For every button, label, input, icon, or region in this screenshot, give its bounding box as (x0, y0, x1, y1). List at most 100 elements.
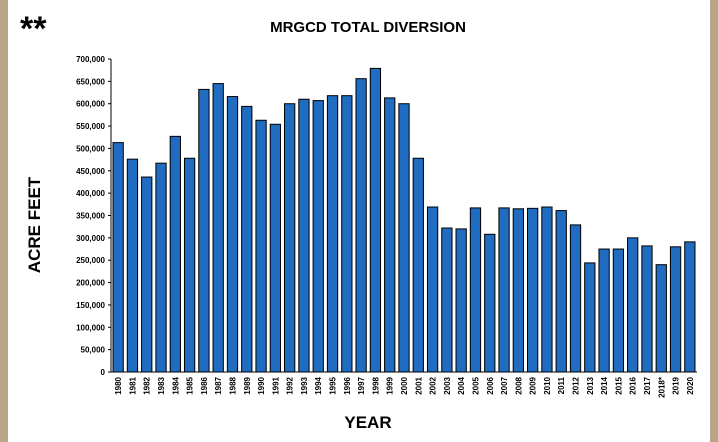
bar (184, 158, 194, 372)
bar (356, 79, 366, 372)
x-tick-label: 1992 (286, 376, 295, 394)
x-tick-label: 2011 (557, 376, 566, 394)
y-tick-label: 0 (101, 368, 106, 377)
bar (670, 247, 680, 372)
bar (556, 211, 566, 372)
bar (442, 228, 452, 372)
x-tick-label: 1980 (114, 376, 123, 394)
x-tick-label: 1996 (343, 376, 352, 394)
bar (513, 209, 523, 372)
x-tick-label: 1987 (214, 376, 223, 394)
x-tick-label: 2008 (514, 376, 523, 394)
bar (527, 208, 537, 372)
y-tick-label: 400,000 (76, 189, 105, 198)
x-tick-label: 2000 (400, 376, 409, 394)
bar (313, 101, 323, 372)
x-tick-label: 2010 (543, 376, 552, 394)
x-tick-label: 1989 (243, 376, 252, 394)
x-tick-label: 1984 (171, 376, 180, 394)
x-tick-label: 2017 (643, 376, 652, 394)
bar (170, 136, 180, 372)
x-tick-label: 2002 (429, 376, 438, 394)
y-tick-label: 200,000 (76, 279, 105, 288)
bar (470, 208, 480, 372)
annotation: ** (20, 10, 47, 48)
x-tick-label: 1991 (271, 376, 280, 394)
x-tick-label: 1990 (257, 376, 266, 394)
x-tick-label: 1999 (386, 376, 395, 394)
x-tick-label: 1993 (300, 376, 309, 394)
bar (299, 99, 309, 372)
bar (270, 124, 280, 372)
x-tick-label: 1988 (228, 376, 237, 394)
bar (499, 208, 509, 372)
x-tick-label: 1994 (314, 376, 323, 394)
bar (199, 89, 209, 372)
bar (127, 159, 137, 372)
y-tick-label: 300,000 (76, 234, 105, 243)
bar (399, 104, 409, 372)
y-axis-label: ACRE FEET (25, 176, 44, 273)
bar (570, 225, 580, 372)
bar (628, 238, 638, 372)
x-tick-label: 1983 (157, 376, 166, 394)
bar (613, 249, 623, 372)
x-tick-label: 1981 (128, 376, 137, 394)
bar (656, 265, 666, 372)
y-tick-label: 150,000 (76, 301, 105, 310)
bar (342, 96, 352, 372)
y-tick-label: 550,000 (76, 122, 105, 131)
x-tick-label: 1985 (186, 376, 195, 394)
x-tick-label: 2007 (500, 376, 509, 394)
bar (285, 104, 295, 372)
x-tick-label: 2004 (457, 376, 466, 394)
bar (485, 234, 495, 372)
bar (599, 249, 609, 372)
x-axis-label: YEAR (344, 413, 391, 432)
y-tick-label: 100,000 (76, 323, 105, 332)
x-tick-label: 2013 (586, 376, 595, 394)
x-tick-label: 2003 (443, 376, 452, 394)
x-tick-label: 1986 (200, 376, 209, 394)
x-tick-label: 2018* (657, 376, 666, 398)
bar (327, 96, 337, 372)
bar (542, 207, 552, 372)
x-tick-label: 1997 (357, 376, 366, 394)
x-tick-label: 2006 (486, 376, 495, 394)
bar (142, 177, 152, 372)
x-tick-label: 2014 (600, 376, 609, 394)
page: ** MRGCD TOTAL DIVERSION YEAR ACRE FEET … (0, 0, 718, 442)
bar (370, 68, 380, 372)
y-tick-label: 700,000 (76, 55, 105, 64)
x-tick-label: 2020 (686, 376, 695, 394)
y-tick-label: 350,000 (76, 212, 105, 221)
x-tick-label: 2019 (672, 376, 681, 394)
bar (213, 84, 223, 372)
x-tick-label: 2009 (529, 376, 538, 394)
x-tick-label: 2005 (471, 376, 480, 394)
bar (156, 163, 166, 372)
bar (585, 263, 595, 372)
x-tick-label: 1998 (371, 376, 380, 394)
bar (685, 242, 695, 372)
bar (242, 106, 252, 372)
x-tick-label: 2012 (572, 376, 581, 394)
y-tick-label: 500,000 (76, 144, 105, 153)
y-tick-label: 50,000 (81, 346, 106, 355)
chart-title: MRGCD TOTAL DIVERSION (270, 19, 466, 36)
x-tick-label: 2016 (629, 376, 638, 394)
bar (642, 246, 652, 372)
y-tick-label: 650,000 (76, 77, 105, 86)
x-tick-label: 2015 (614, 376, 623, 394)
x-tick-label: 1995 (329, 376, 338, 394)
chart: ** MRGCD TOTAL DIVERSION YEAR ACRE FEET … (0, 0, 718, 442)
x-tick-label: 2001 (414, 376, 423, 394)
bar (227, 97, 237, 372)
x-tick-label: 1982 (143, 376, 152, 394)
bar (456, 229, 466, 372)
y-tick-label: 450,000 (76, 167, 105, 176)
bar (427, 207, 437, 372)
bar (256, 120, 266, 372)
bar (385, 98, 395, 372)
y-tick-label: 600,000 (76, 100, 105, 109)
